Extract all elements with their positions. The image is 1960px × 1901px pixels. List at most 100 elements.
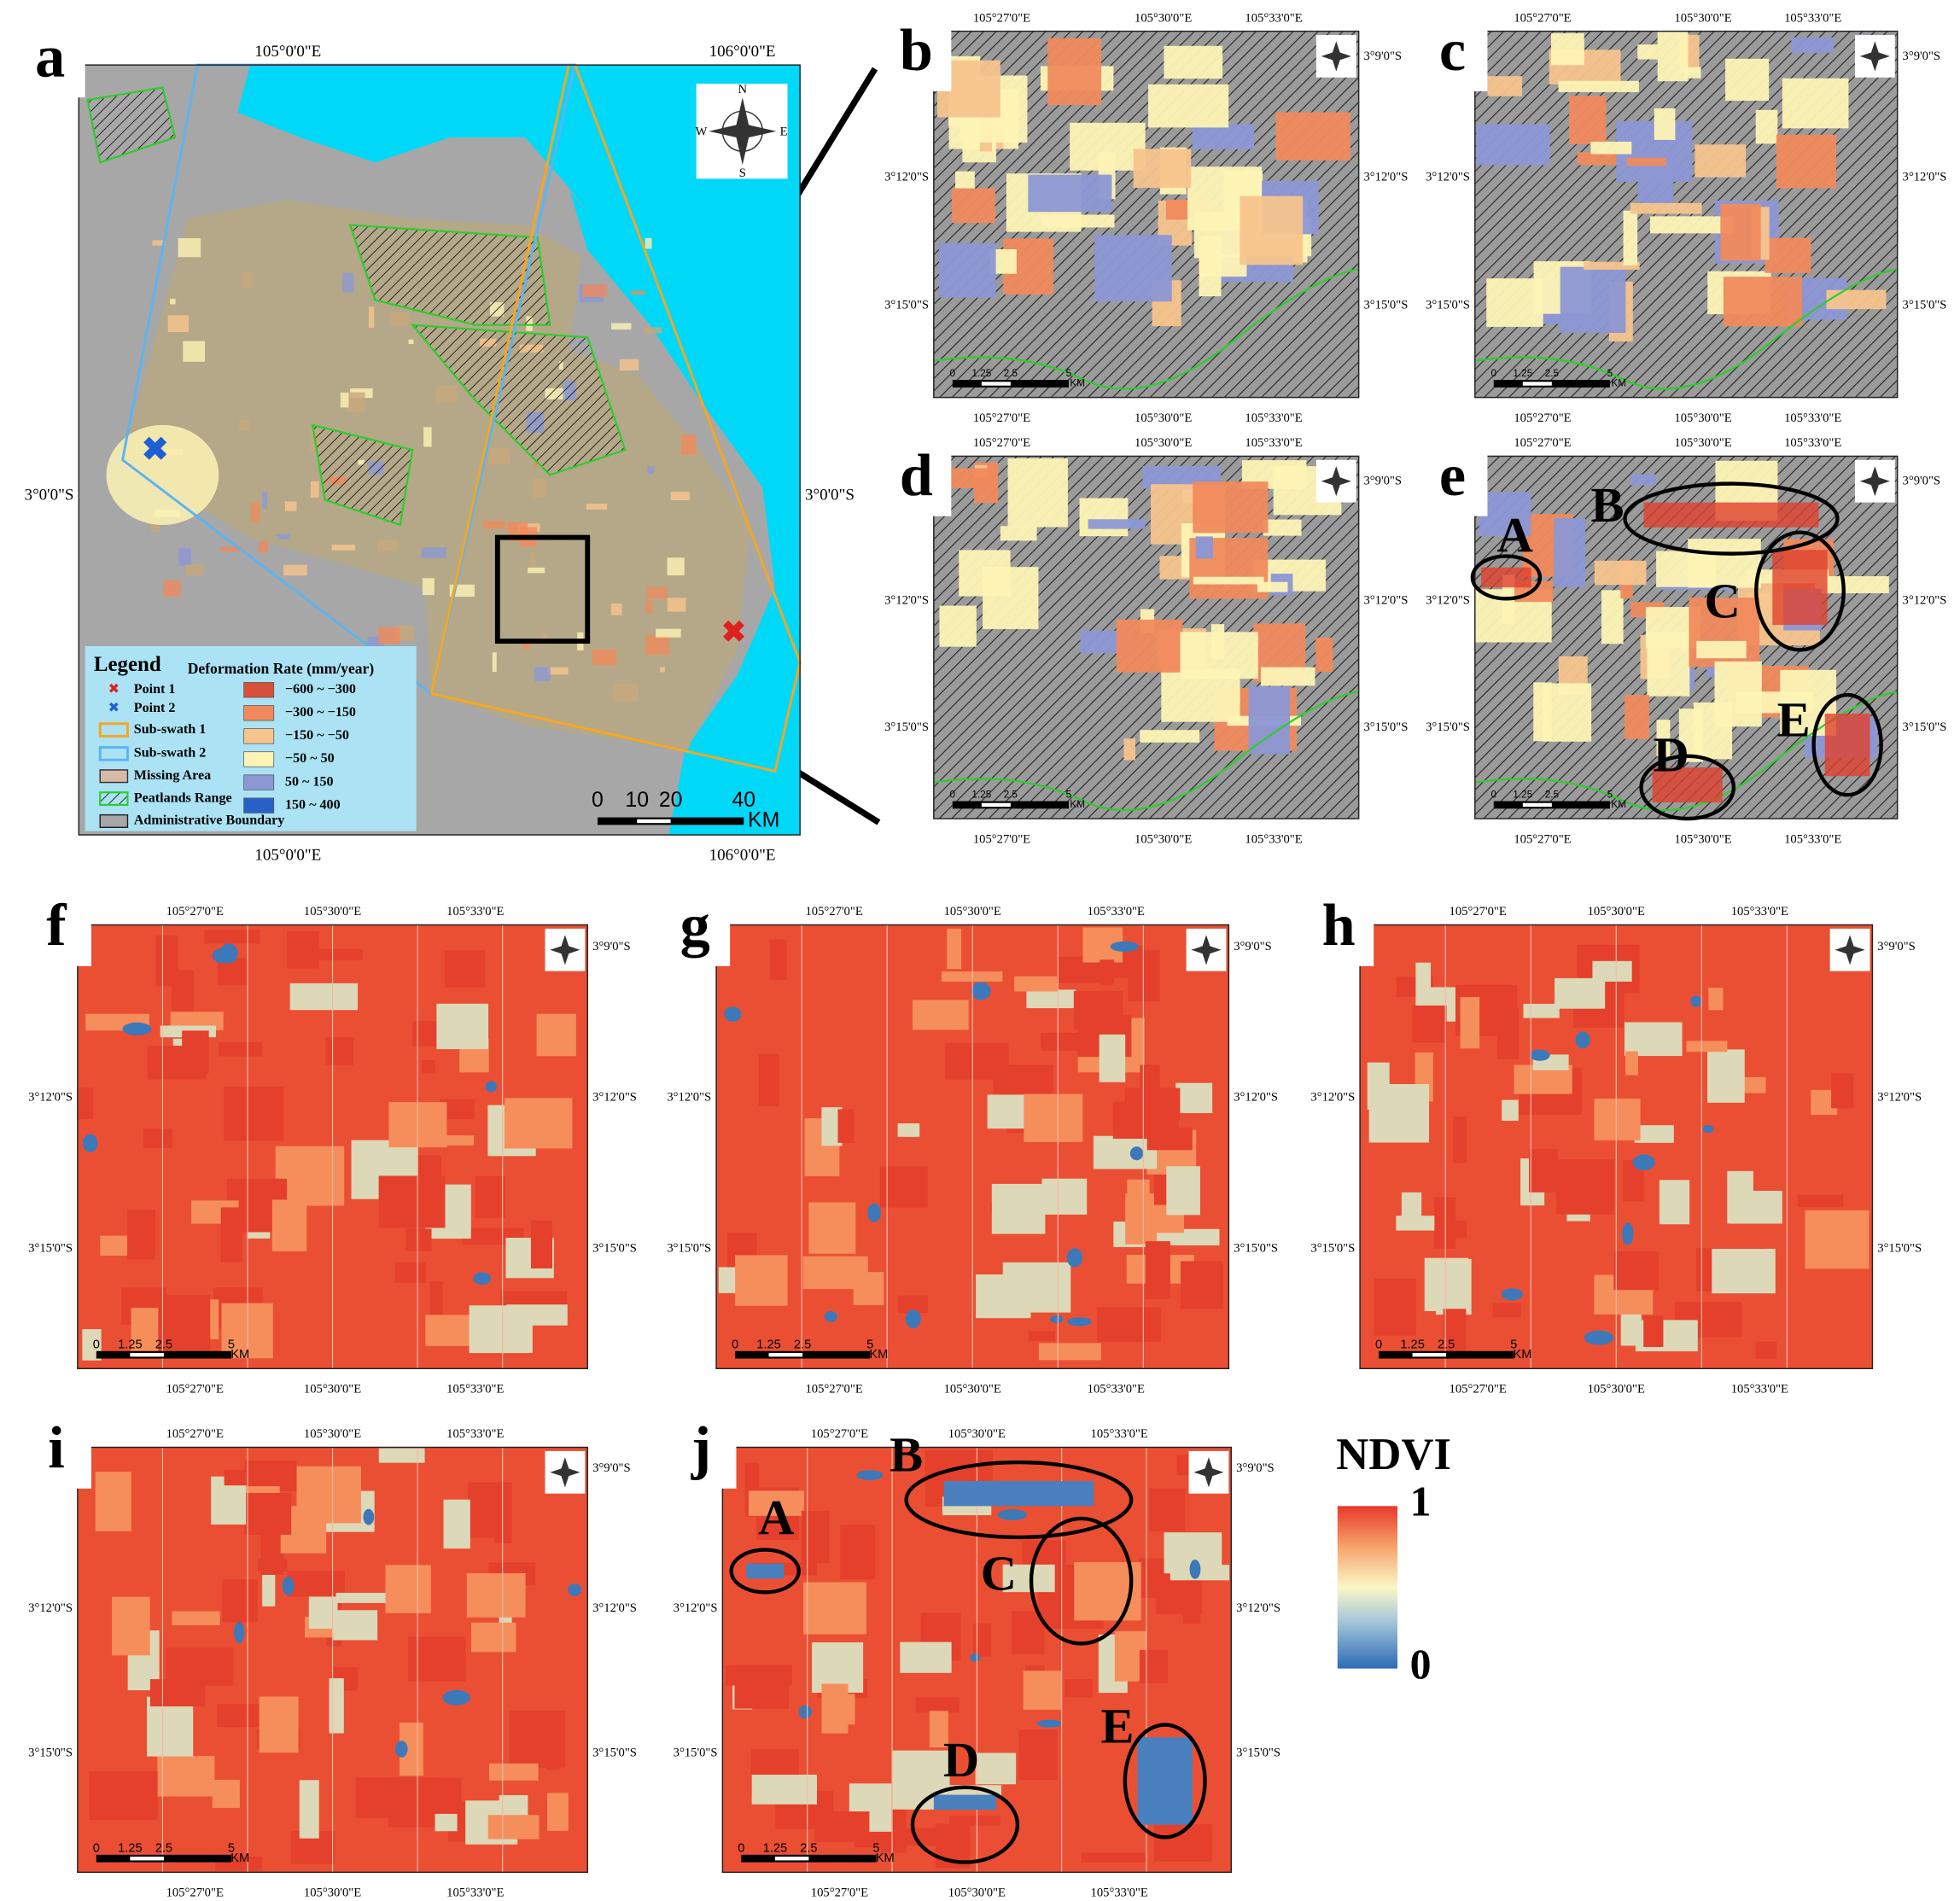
legend-swatch	[243, 797, 275, 813]
deformation-patch	[541, 632, 547, 641]
deformation-patch	[183, 341, 205, 362]
ndvi-patch	[408, 1636, 466, 1682]
ndvi-patch	[435, 1813, 458, 1832]
ndvi-map	[722, 1447, 1232, 1873]
deformation-patch	[220, 546, 245, 551]
deformation-patch	[1590, 141, 1632, 155]
annotation-ellipse	[910, 1785, 1020, 1864]
ndvi-patch	[545, 1756, 560, 1770]
annotation-ellipse	[1623, 481, 1840, 556]
ndvi-patch	[158, 1294, 211, 1354]
ndvi-patch	[1073, 990, 1123, 1030]
top-coordinate: 105°30'0"E	[944, 905, 1001, 918]
scale-bar	[637, 819, 671, 824]
ndvi-patch	[258, 1558, 288, 1572]
deformation-patch	[346, 392, 365, 412]
deformation-patch	[646, 586, 668, 599]
ndvi-patch	[89, 1771, 158, 1821]
ndvi-patch	[1443, 1309, 1467, 1359]
deformation-patch	[951, 188, 995, 224]
deformation-patch	[939, 605, 977, 647]
right-coordinate: 3°9'0"S	[1234, 940, 1272, 953]
ndvi-patch	[751, 1775, 817, 1805]
ndvi-patch	[1412, 1005, 1447, 1043]
compass-rose	[709, 97, 777, 166]
ndvi-patch	[972, 1623, 991, 1657]
water-patch	[856, 1470, 884, 1480]
ndvi-patch	[941, 971, 1003, 982]
deformation-patch	[1594, 560, 1647, 586]
scale-label: 0	[592, 788, 604, 812]
deformation-patch	[1275, 112, 1350, 160]
compass-rose	[1321, 466, 1351, 497]
scale-label: 1.25	[118, 1338, 142, 1351]
ndvi-patch	[840, 1525, 876, 1580]
map-frame	[715, 924, 1230, 1369]
legend-symbol	[99, 813, 129, 829]
deformation-patch	[167, 315, 190, 333]
water-patch	[1189, 1559, 1201, 1579]
water-patch	[1036, 1719, 1062, 1728]
right-coordinate: 3°15'0"S	[1234, 1241, 1278, 1255]
bottom-coordinate: 105°30'0"E	[304, 1383, 361, 1397]
scale-label: 0	[93, 1841, 100, 1855]
legend-swatch	[243, 728, 275, 744]
deformation-patch	[645, 237, 652, 249]
deformation-patch	[184, 564, 204, 576]
legend-swatch	[243, 682, 275, 698]
scale-label: 2.5	[794, 1338, 811, 1351]
ndvi-patch	[436, 1003, 489, 1050]
water-patch	[122, 1022, 152, 1035]
deformation-patch	[1755, 109, 1778, 144]
ndvi-patch	[157, 1756, 215, 1797]
scale-label: 0	[950, 789, 956, 800]
ndvi-patch	[735, 1255, 788, 1306]
top-coordinate: 105°27'0"E	[1450, 905, 1507, 918]
bottom-coordinate: 105°27'0"E	[811, 1886, 868, 1900]
deformation-patch	[546, 667, 569, 675]
ndvi-patch	[1492, 1303, 1521, 1318]
deformation-patch	[582, 284, 608, 298]
deformation-patch	[1180, 632, 1258, 679]
deformation-patch	[483, 520, 505, 529]
subsidence-patch	[1481, 567, 1531, 588]
colorbar-max: 1	[1410, 1478, 1432, 1525]
compass-letter: N	[738, 83, 748, 96]
ndvi-patch	[530, 1220, 553, 1268]
ndvi-patch	[95, 1472, 131, 1531]
water-patch	[997, 1509, 1028, 1520]
ndvi-patch	[1727, 1170, 1753, 1224]
deformation-patch	[1047, 38, 1102, 106]
deformation-patch	[488, 447, 510, 465]
deformation-patch	[1028, 174, 1112, 213]
left-coordinate: 3°12'0"S	[1426, 171, 1470, 184]
annotation-label: A	[1497, 507, 1533, 563]
deformation-patch	[619, 359, 639, 371]
ndvi-patch	[879, 1166, 928, 1208]
deformation-patch	[643, 327, 662, 334]
scale-unit: KM	[1070, 378, 1085, 389]
water-patch	[943, 1481, 1094, 1507]
ndvi-patch	[1182, 1572, 1201, 1624]
top-coordinate: 105°30'0"E	[948, 1427, 1006, 1441]
top-coordinate: 106°0'0"E	[709, 43, 776, 61]
ndvi-patch	[355, 1179, 374, 1195]
top-coordinate: 105°30'0"E	[1135, 11, 1192, 25]
deformation-patch	[1656, 720, 1671, 757]
ndvi-patch	[244, 1492, 292, 1535]
panel-letter-box	[881, 446, 952, 516]
ndvi-patch	[1594, 1099, 1641, 1140]
ndvi-patch	[1502, 1099, 1519, 1121]
colorbar-min: 0	[1410, 1641, 1432, 1688]
scale-label: 1.25	[1513, 368, 1532, 379]
top-coordinate: 105°33'0"E	[1088, 905, 1145, 918]
deformation-patch	[1630, 474, 1657, 486]
ndvi-patch	[814, 1811, 870, 1843]
deformation-patch	[1695, 144, 1747, 178]
ndvi-patch	[1415, 962, 1432, 1011]
deformation-patch	[492, 652, 497, 673]
water-patch	[568, 1583, 582, 1596]
right-coordinate: 3°15'0"S	[592, 1241, 637, 1255]
deformation-patch	[955, 171, 975, 189]
scale-label: 5	[872, 1841, 879, 1855]
